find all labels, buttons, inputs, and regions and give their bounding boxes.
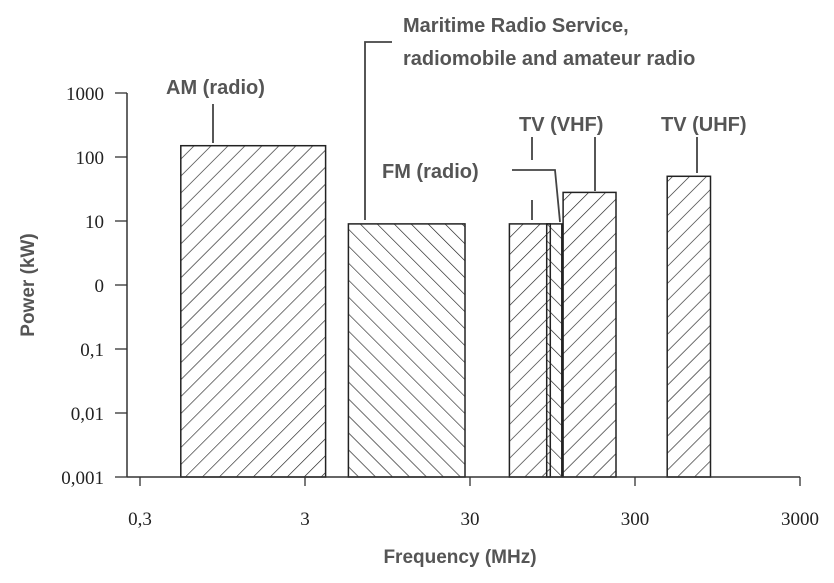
- bar-band-2: [508, 223, 552, 478]
- bar-fm-radio: [545, 223, 563, 478]
- label-leaders: [212, 41, 698, 223]
- leader-fm-radio: [512, 169, 561, 223]
- x-tick-label: 300: [621, 509, 650, 530]
- bar-am-radio: [180, 144, 327, 478]
- y-tick-label: 1000: [66, 84, 104, 105]
- y-tick-label: 0,01: [71, 404, 104, 425]
- y-tick-label: 10: [85, 212, 104, 233]
- x-axis: 0,3 3 30 300 3000: [127, 476, 819, 530]
- x-tick-label: 3: [300, 509, 310, 530]
- x-tick-label: 30: [461, 509, 480, 530]
- bar-tv-uhf: [666, 175, 712, 478]
- bars-layer: [180, 144, 712, 478]
- label-maritime-line1: Maritime Radio Service,: [403, 15, 629, 37]
- label-tv-vhf: TV (VHF): [519, 114, 603, 136]
- bar-tv-vhf: [562, 191, 617, 478]
- x-ticks: 0,3 3 30 300 3000: [128, 477, 819, 530]
- x-axis-title: Frequency (MHz): [383, 547, 536, 568]
- x-tick-label: 0,3: [128, 509, 152, 530]
- label-fm-radio: FM (radio): [382, 161, 479, 183]
- bar-maritime-radio-service: [347, 223, 466, 478]
- label-maritime-line2: radiomobile and amateur radio: [403, 48, 695, 70]
- y-tick-label: 0,001: [61, 468, 104, 489]
- y-tick-label: 0: [95, 276, 105, 297]
- label-tv-uhf: TV (UHF): [661, 114, 747, 136]
- y-tick-label: 0,1: [80, 340, 104, 361]
- y-tick-label: 100: [76, 148, 105, 169]
- y-axis-title: Power (kW): [18, 233, 39, 336]
- label-am-radio: AM (radio): [166, 77, 265, 99]
- leader-maritime: [364, 41, 392, 220]
- x-tick-label: 3000: [781, 509, 819, 530]
